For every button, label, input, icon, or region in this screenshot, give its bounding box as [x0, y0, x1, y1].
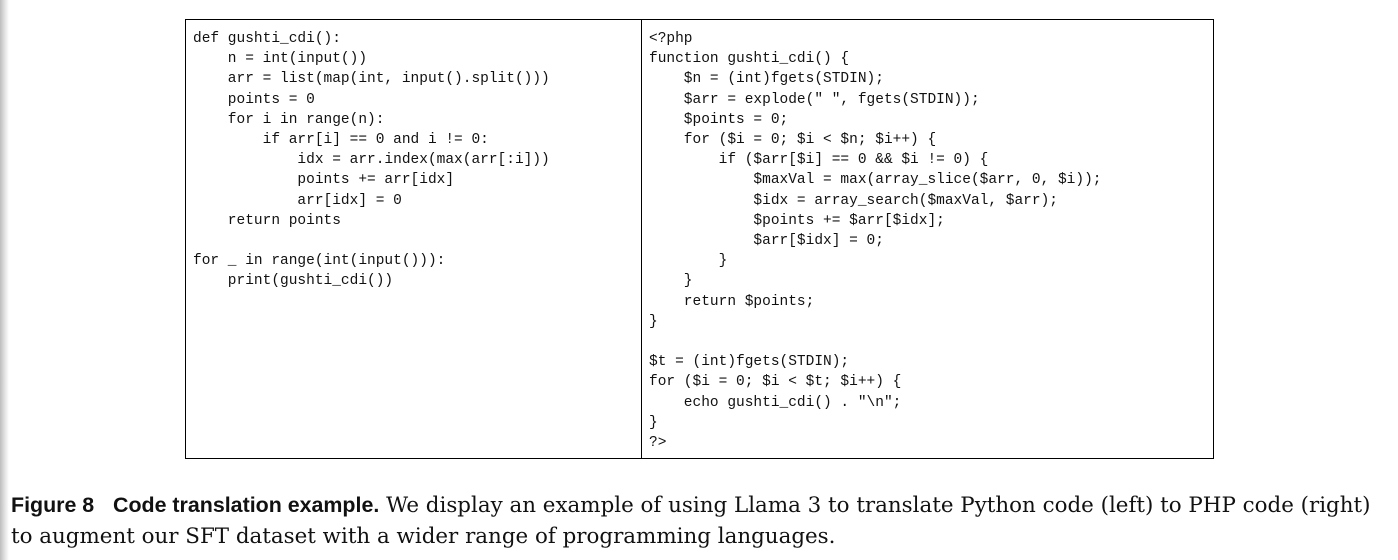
python-code-block: def gushti_cdi(): n = int(input()) arr =… — [193, 31, 550, 290]
caption-text: We display an example of using Llama 3 t… — [11, 493, 1371, 549]
column-divider — [641, 20, 642, 458]
figure-caption: Figure 8 Code translation example. We di… — [11, 490, 1396, 552]
php-code-block: <?php function gushti_cdi() { $n = (int)… — [649, 31, 1102, 452]
figure-title: Code translation example. — [113, 493, 380, 517]
code-translation-figure: def gushti_cdi(): n = int(input()) arr =… — [185, 19, 1214, 459]
figure-label: Figure 8 — [11, 493, 95, 517]
page-edge-shadow — [0, 0, 9, 560]
